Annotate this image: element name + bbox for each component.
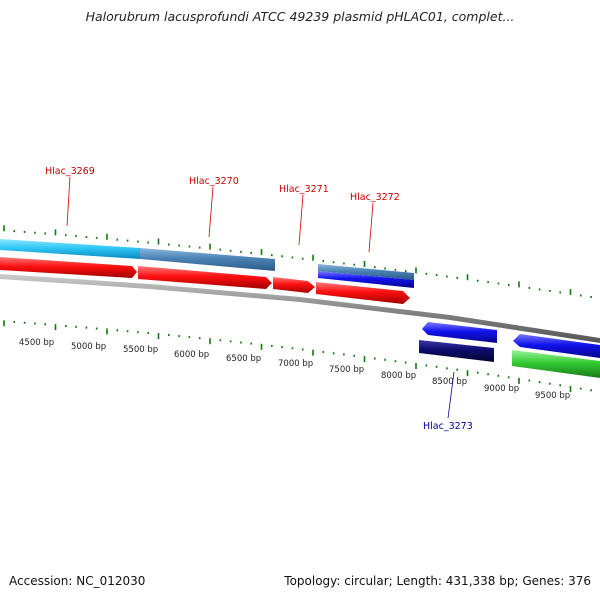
gene-feature-dark[interactable] [419, 340, 494, 362]
leader-line-hlac-3270 [208, 186, 214, 238]
scale-label: 9500 bp [535, 391, 570, 401]
genome-stats-label: Topology: circular; Length: 431,338 bp; … [284, 574, 591, 588]
scale-label: 6500 bp [226, 354, 261, 364]
gene-label-hlac-3270[interactable]: Hlac_3270 [189, 176, 239, 187]
accession-label: Accession: NC_012030 [9, 574, 146, 588]
scale-label: 5000 bp [71, 342, 106, 352]
gene-feature-green[interactable] [512, 350, 600, 378]
gene-label-hlac-3269[interactable]: Hlac_3269 [45, 166, 95, 177]
gene-label-hlac-3273[interactable]: Hlac_3273 [423, 421, 473, 432]
gene-label-hlac-3272[interactable]: Hlac_3272 [350, 192, 400, 203]
scale-label: 7500 bp [329, 365, 364, 375]
cds-arrow-hlac-3272[interactable] [316, 282, 410, 304]
scale-label: 9000 bp [484, 384, 519, 394]
leader-line-hlac-3269 [66, 176, 71, 227]
gene-label-hlac-3271[interactable]: Hlac_3271 [279, 184, 329, 195]
leader-line-hlac-3273 [447, 371, 455, 419]
leader-line-hlac-3271 [298, 194, 304, 246]
tick-marks-inner [3, 320, 592, 392]
scale-label: 8000 bp [381, 371, 416, 381]
leader-line-hlac-3272 [368, 202, 374, 253]
scale-label: 8500 bp [432, 377, 467, 387]
cds-arrow-hlac-3270[interactable] [138, 266, 272, 289]
gene-feature-steel-2[interactable] [318, 264, 414, 280]
scale-label: 6000 bp [174, 350, 209, 360]
cds-arrow-reverse-1[interactable] [422, 322, 497, 343]
tick-marks-outer [3, 225, 592, 298]
cds-arrow-reverse-2[interactable] [513, 334, 600, 358]
backbone-track [0, 274, 600, 343]
cds-reverse-small[interactable] [318, 271, 414, 288]
cds-arrow-hlac-3269[interactable] [0, 257, 137, 278]
scale-label: 4500 bp [19, 338, 54, 348]
gene-feature-light[interactable] [0, 239, 140, 259]
gene-feature-steel[interactable] [140, 248, 275, 271]
map-title: Halorubrum lacusprofundi ATCC 49239 plas… [85, 9, 515, 24]
scale-label: 5500 bp [123, 345, 158, 355]
scale-label: 7000 bp [278, 359, 313, 369]
cds-arrow-hlac-3271[interactable] [273, 277, 315, 293]
